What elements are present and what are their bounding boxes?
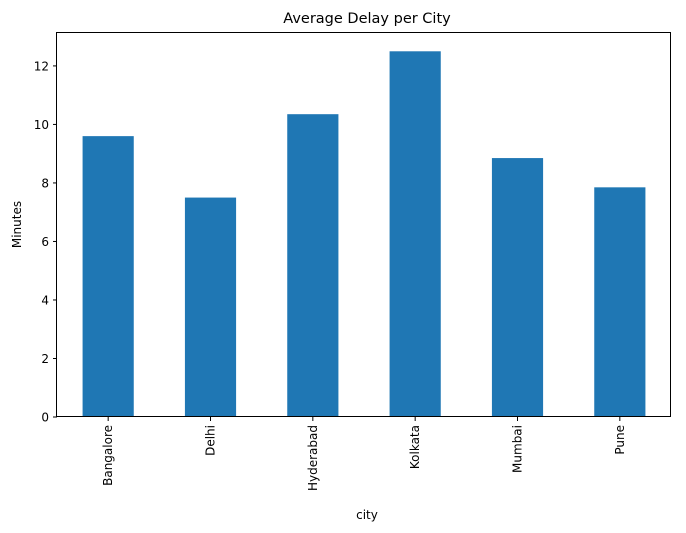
y-tick-label: 2 — [41, 352, 49, 366]
x-tick-label: Hyderabad — [306, 425, 320, 491]
bars — [82, 51, 646, 417]
plot-area — [56, 32, 671, 417]
bar-pune — [594, 187, 646, 417]
plot-frame — [56, 32, 671, 417]
x-tick-label: Delhi — [204, 425, 218, 456]
bar-kolkata — [389, 51, 441, 417]
x-tick-label: Bangalore — [101, 425, 115, 486]
y-axis: 0 2 4 6 8 10 12 — [34, 59, 57, 425]
bar-bangalore — [82, 136, 134, 417]
x-axis-label: city — [356, 508, 378, 522]
chart-title: Average Delay per City — [283, 11, 451, 27]
bar-hyderabad — [287, 114, 339, 417]
y-tick-label: 10 — [34, 118, 49, 132]
y-tick-label: 12 — [34, 59, 49, 73]
y-tick-label: 4 — [41, 293, 49, 307]
bar-delhi — [184, 197, 237, 417]
y-axis-label: Minutes — [10, 201, 24, 248]
x-tick-label: Pune — [613, 425, 627, 455]
y-tick-label: 8 — [41, 176, 49, 190]
x-tick-label: Mumbai — [511, 425, 525, 473]
bar-mumbai — [491, 158, 544, 417]
x-axis: Bangalore Delhi Hyderabad Kolkata Mumbai Pune — [101, 417, 627, 491]
y-tick-label: 0 — [41, 411, 49, 425]
y-tick-label: 6 — [41, 235, 49, 249]
x-tick-label: Kolkata — [408, 425, 422, 469]
